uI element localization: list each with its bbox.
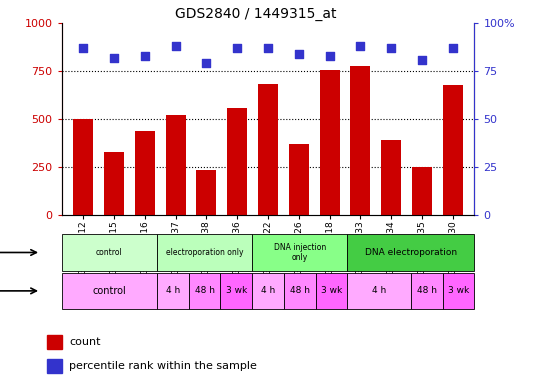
Text: electroporation only: electroporation only [166,248,243,257]
Text: 3 wk: 3 wk [448,286,469,295]
Title: GDS2840 / 1449315_at: GDS2840 / 1449315_at [175,7,337,21]
Text: 4 h: 4 h [372,286,386,295]
Point [172,43,180,49]
Bar [252,273,284,309]
Text: 3 wk: 3 wk [321,286,342,295]
Bar [347,234,474,271]
Point [294,51,303,57]
Bar [157,273,189,309]
Text: control: control [92,286,126,296]
Text: DNA electroporation: DNA electroporation [365,248,457,257]
Point [264,45,272,51]
Bar [166,115,185,215]
Bar [62,273,157,309]
Text: 3 wk: 3 wk [226,286,247,295]
Bar [135,131,155,215]
Bar [381,140,401,215]
Text: DNA injection
only: DNA injection only [273,243,326,262]
Bar [104,152,124,215]
Bar [289,144,309,215]
Bar [227,109,247,215]
Bar [316,273,347,309]
Text: 4 h: 4 h [261,286,275,295]
Point [202,60,211,66]
Point [449,45,457,51]
Point [325,53,334,59]
Bar [252,234,347,271]
Point [356,43,364,49]
Point [387,45,396,51]
Bar [73,119,93,215]
Text: control: control [96,248,123,257]
Text: 48 h: 48 h [195,286,214,295]
Point [233,45,242,51]
Bar [258,84,278,215]
Point [418,56,426,63]
Bar [220,273,252,309]
Bar [47,335,62,349]
Text: count: count [69,337,101,347]
Bar [196,170,217,215]
Bar [319,70,340,215]
Point [110,55,118,61]
Bar [189,273,220,309]
Bar [347,273,411,309]
Point [140,53,149,59]
Bar [351,66,370,215]
Bar [411,273,443,309]
Bar [443,86,463,215]
Text: 48 h: 48 h [416,286,437,295]
Bar [443,273,474,309]
Text: 4 h: 4 h [166,286,180,295]
Text: 48 h: 48 h [290,286,310,295]
Bar [157,234,252,271]
Bar [412,167,432,215]
Text: percentile rank within the sample: percentile rank within the sample [69,361,257,371]
Bar [62,234,157,271]
Bar [47,359,62,372]
Point [79,45,87,51]
Bar [284,273,316,309]
